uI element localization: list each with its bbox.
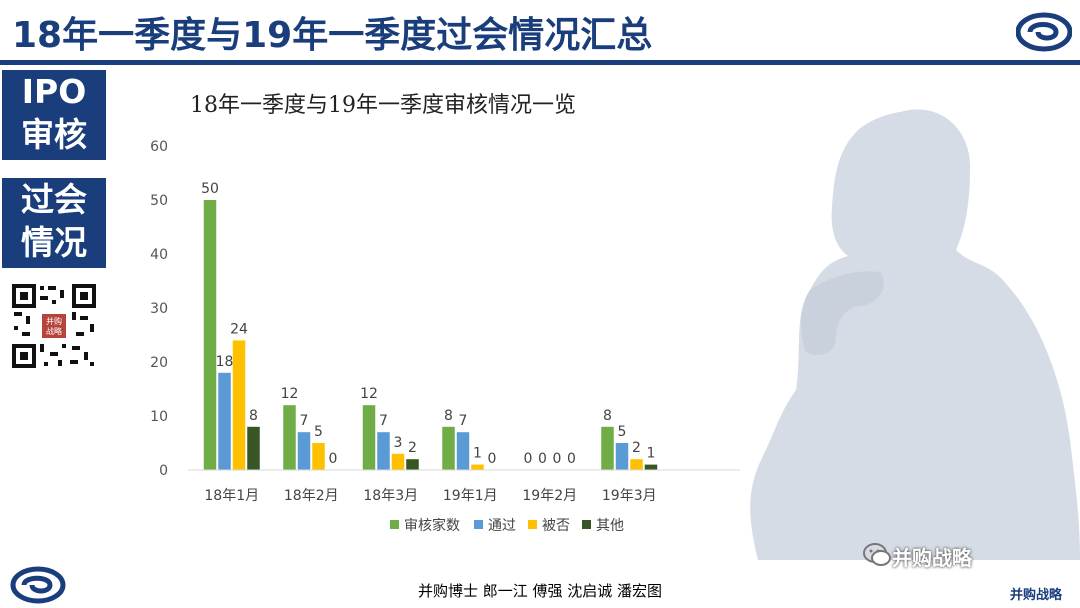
chart-title: 18年一季度与19年一季度审核情况一览	[190, 93, 576, 118]
data-label: 0	[553, 451, 562, 467]
bar	[203, 200, 217, 470]
qr-code-icon: 并购 战略	[10, 282, 98, 370]
bar	[362, 405, 376, 470]
legend-label: 其他	[596, 518, 624, 534]
y-tick-label: 20	[150, 355, 168, 371]
bar	[630, 459, 643, 470]
x-tick-label: 18年1月	[204, 488, 259, 504]
legend-label: 被否	[542, 518, 570, 534]
y-axis: 0 10 20 30 40 50 60	[150, 139, 168, 479]
bar	[406, 459, 419, 470]
data-label: 12	[360, 386, 378, 402]
legend-swatch	[474, 520, 483, 529]
data-label: 8	[249, 408, 258, 424]
bar	[391, 453, 405, 470]
data-label: 0	[488, 451, 497, 467]
data-label: 1	[473, 446, 482, 462]
data-label: 0	[524, 451, 533, 467]
x-axis: 18年1月 18年2月 18年3月 19年1月 19年2月 19年3月	[188, 469, 740, 504]
data-label: 0	[538, 451, 547, 467]
data-label: 3	[394, 435, 403, 451]
x-tick-label: 19年1月	[443, 488, 498, 504]
y-tick-label: 10	[150, 409, 168, 425]
legend-label: 通过	[488, 518, 516, 534]
brand-logo-text: 并购战略	[1010, 588, 1063, 603]
sidebar-box-line: 过会	[21, 180, 87, 219]
legend-label: 审核家数	[404, 517, 460, 534]
company-logo-icon	[1016, 12, 1072, 52]
data-label: 5	[314, 424, 323, 440]
x-tick-label: 19年3月	[602, 488, 657, 504]
legend-swatch	[528, 520, 537, 529]
bar	[247, 426, 260, 470]
bar	[377, 432, 390, 470]
legend-swatch	[390, 520, 399, 529]
bar	[644, 464, 658, 470]
data-label: 2	[632, 440, 641, 456]
slide-header: 18年一季度与19年一季度过会情况汇总	[0, 0, 1080, 65]
bar	[283, 405, 296, 470]
data-label: 0	[567, 451, 576, 467]
header-rule	[0, 60, 1080, 65]
y-tick-label: 50	[150, 193, 168, 209]
data-label: 0	[329, 451, 338, 467]
data-label: 7	[300, 413, 309, 429]
chart-legend: 审核家数 通过 被否 其他	[390, 517, 624, 534]
bar	[297, 432, 311, 470]
y-tick-label: 60	[150, 139, 168, 155]
wechat-icon	[863, 543, 891, 566]
x-tick-label: 18年2月	[284, 488, 339, 504]
svg-text:并购: 并购	[46, 316, 62, 326]
legend-swatch	[582, 520, 591, 529]
bar	[471, 464, 484, 470]
data-label: 5	[618, 424, 627, 440]
data-label: 7	[459, 413, 468, 429]
bar	[442, 426, 455, 470]
slide-title: 18年一季度与19年一季度过会情况汇总	[12, 15, 653, 56]
bar	[601, 426, 614, 470]
sidebar-box-line: IPO	[21, 72, 87, 111]
brand-watermark: 并购战略	[892, 546, 972, 570]
bar	[312, 443, 325, 470]
footer-authors: 并购博士 郎一江 傅强 沈启诚 潘宏图	[417, 582, 663, 600]
data-label: 2	[408, 440, 417, 456]
y-tick-label: 40	[150, 247, 168, 263]
data-label: 8	[444, 408, 453, 424]
bar	[218, 372, 231, 470]
company-logo-icon	[10, 566, 66, 604]
x-tick-label: 18年3月	[363, 488, 418, 504]
svg-text:战略: 战略	[46, 326, 62, 336]
data-label: 50	[201, 181, 219, 197]
bar	[232, 340, 246, 470]
sidebar-box-approval: 过会 情况	[2, 178, 106, 268]
y-tick-label: 0	[159, 463, 168, 479]
y-tick-label: 30	[150, 301, 168, 317]
data-label: 12	[281, 386, 299, 402]
data-label: 1	[647, 446, 656, 462]
bar	[456, 432, 470, 470]
sidebar-box-line: 情况	[21, 223, 87, 262]
data-label: 7	[379, 413, 388, 429]
sidebar-box-ipo: IPO 审核	[2, 70, 106, 160]
x-tick-label: 19年2月	[522, 488, 577, 504]
data-label: 18	[216, 354, 234, 370]
bar	[615, 443, 629, 470]
data-label: 24	[230, 321, 248, 337]
data-label: 8	[603, 408, 612, 424]
thinking-man-silhouette	[750, 109, 1080, 560]
sidebar-box-line: 审核	[21, 115, 87, 154]
